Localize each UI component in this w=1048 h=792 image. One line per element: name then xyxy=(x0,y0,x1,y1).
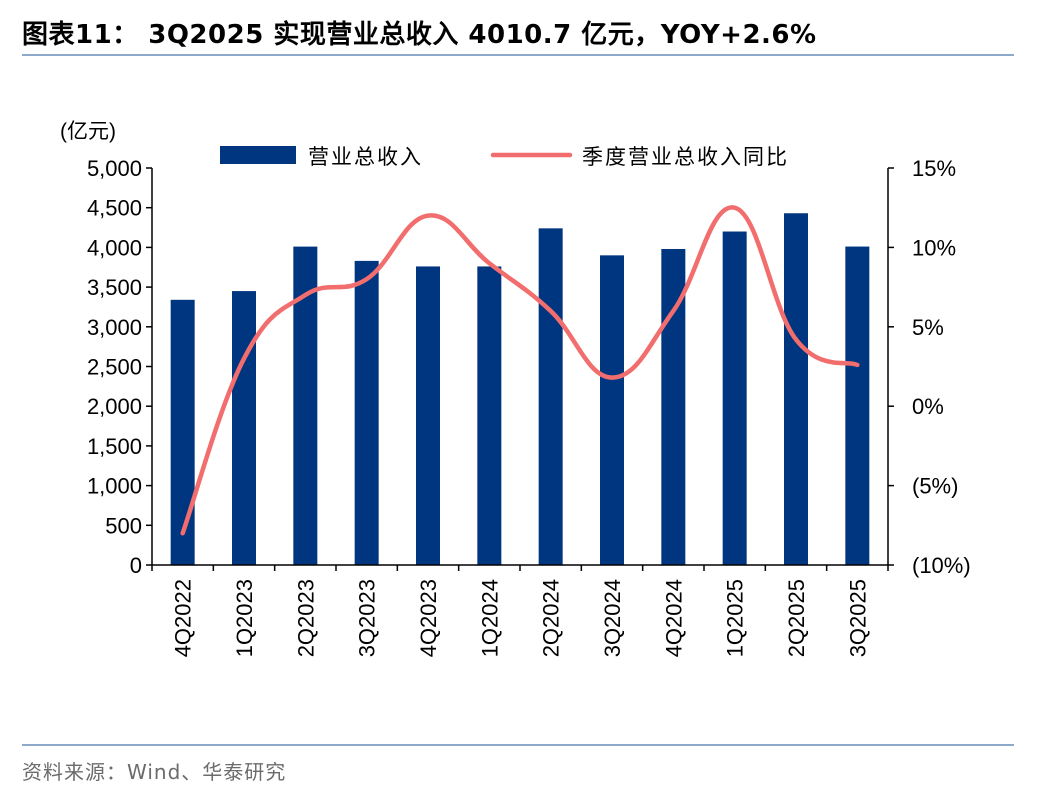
chart-title: 图表11： 3Q2025 实现营业总收入 4010.7 亿元，YOY+2.6% xyxy=(22,20,817,50)
source-note: 资料来源：Wind、华泰研究 xyxy=(22,760,287,784)
right-tick-label: 10% xyxy=(912,235,956,260)
left-tick-label: 2,500 xyxy=(87,355,142,380)
x-tick-label: 2Q2025 xyxy=(784,579,809,657)
x-tick-label: 4Q2022 xyxy=(171,579,196,657)
left-tick-label: 4,000 xyxy=(87,235,142,260)
left-tick-label: 5,000 xyxy=(87,156,142,181)
left-tick-label: 1,000 xyxy=(87,474,142,499)
x-tick-label: 4Q2023 xyxy=(416,579,441,657)
right-tick-label: 5% xyxy=(912,315,944,340)
x-tick-label: 1Q2023 xyxy=(232,579,257,657)
bar-1Q2023 xyxy=(232,291,256,565)
bar-1Q2025 xyxy=(722,231,747,565)
right-tick-label: (10%) xyxy=(912,553,971,578)
right-tick-label: (5%) xyxy=(912,474,958,499)
left-tick-label: 3,500 xyxy=(87,275,142,300)
x-tick-label: 1Q2025 xyxy=(723,579,748,657)
bar-3Q2025 xyxy=(845,246,870,565)
bar-1Q2024 xyxy=(477,266,502,565)
bar-3Q2024 xyxy=(600,255,624,565)
bar-2Q2025 xyxy=(784,213,808,565)
x-tick-label: 3Q2023 xyxy=(355,579,380,657)
yoy-line xyxy=(180,205,860,536)
x-tick-label: 2Q2024 xyxy=(539,579,564,657)
x-tick-label: 2Q2023 xyxy=(293,579,318,657)
left-tick-label: 500 xyxy=(105,513,142,538)
x-tick-label: 1Q2024 xyxy=(477,579,502,657)
bar-2Q2024 xyxy=(538,228,563,565)
bottom-divider xyxy=(22,744,1014,746)
legend-bar-swatch xyxy=(220,146,296,164)
left-tick-label: 4,500 xyxy=(87,196,142,221)
legend-bar-label: 营业总收入 xyxy=(308,146,423,169)
top-divider xyxy=(22,54,1014,56)
left-tick-label: 0 xyxy=(130,553,142,578)
right-tick-label: 15% xyxy=(912,156,956,181)
bar-4Q2022 xyxy=(170,299,195,565)
bar-3Q2023 xyxy=(354,260,379,565)
right-tick-label: 0% xyxy=(912,394,944,419)
bar-4Q2023 xyxy=(416,266,440,565)
left-tick-label: 2,000 xyxy=(87,394,142,419)
left-tick-label: 1,500 xyxy=(87,434,142,459)
x-tick-label: 4Q2024 xyxy=(661,579,686,657)
y-left-unit-label: (亿元) xyxy=(60,120,116,143)
legend-line-label: 季度营业总收入同比 xyxy=(582,146,789,169)
x-tick-label: 3Q2025 xyxy=(845,579,870,657)
left-tick-label: 3,000 xyxy=(87,315,142,340)
x-tick-label: 3Q2024 xyxy=(600,579,625,657)
